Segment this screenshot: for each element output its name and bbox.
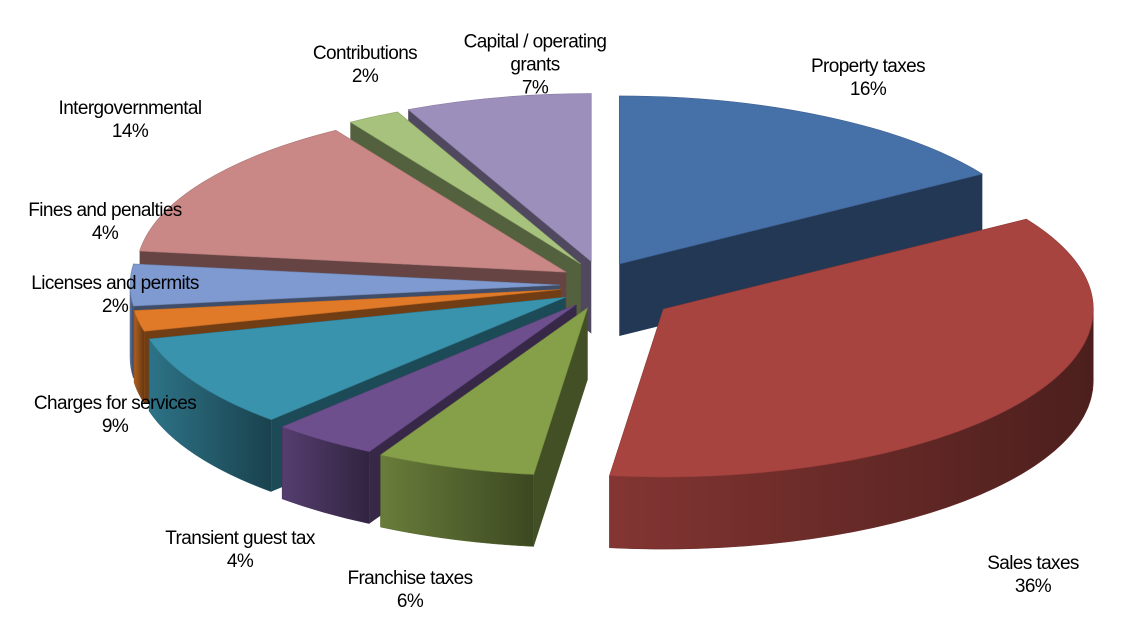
slice [609,218,1094,478]
slice-label: Franchise taxes 6% [347,567,473,613]
slice [129,263,561,307]
category-name: Contributions [312,43,418,64]
category-name: Charges for services [33,393,197,414]
category-name: Property taxes [810,56,926,77]
value-label: 14% [111,121,149,142]
slice [148,296,566,421]
slice-label: Charges for services 9% [33,392,197,438]
category-name: Franchise taxes [347,568,473,589]
category-name: Capital / operating grants [463,31,607,76]
value-label: 7% [521,77,549,99]
slice [281,304,577,452]
slice-label: Property taxes 16% [810,55,926,101]
category-name: Intergovernmental [58,98,203,119]
slice-label: Licenses and permits 2% [31,272,199,318]
value-label: 36% [1014,576,1052,597]
slice-label: Fines and penalties 4% [28,199,182,245]
value-label: 4% [226,551,254,572]
slice-label: Transient guest tax 4% [165,527,315,573]
slice-wall [619,173,983,336]
slice [407,93,592,263]
slice-label: Contributions 2% [312,42,418,88]
value-label: 9% [101,416,129,437]
value-label: 2% [101,296,129,317]
category-name: Sales taxes [987,553,1079,574]
slice-label: Intergovernmental 14% [58,97,203,143]
slice [139,129,567,273]
slice-label: Capital / operating grants 7% [443,31,628,100]
slice [349,111,581,265]
slice-label: Sales taxes 36% [987,552,1079,598]
value-label: 6% [396,591,424,612]
category-name: Transient guest tax [165,528,315,549]
slice [133,289,561,332]
category-name: Fines and penalties [28,200,182,221]
value-label: 16% [849,79,887,100]
value-label: 2% [351,66,379,87]
category-name: Licenses and permits [31,273,199,294]
value-label: 4% [91,223,119,244]
slice [379,307,589,475]
slice [618,95,984,265]
